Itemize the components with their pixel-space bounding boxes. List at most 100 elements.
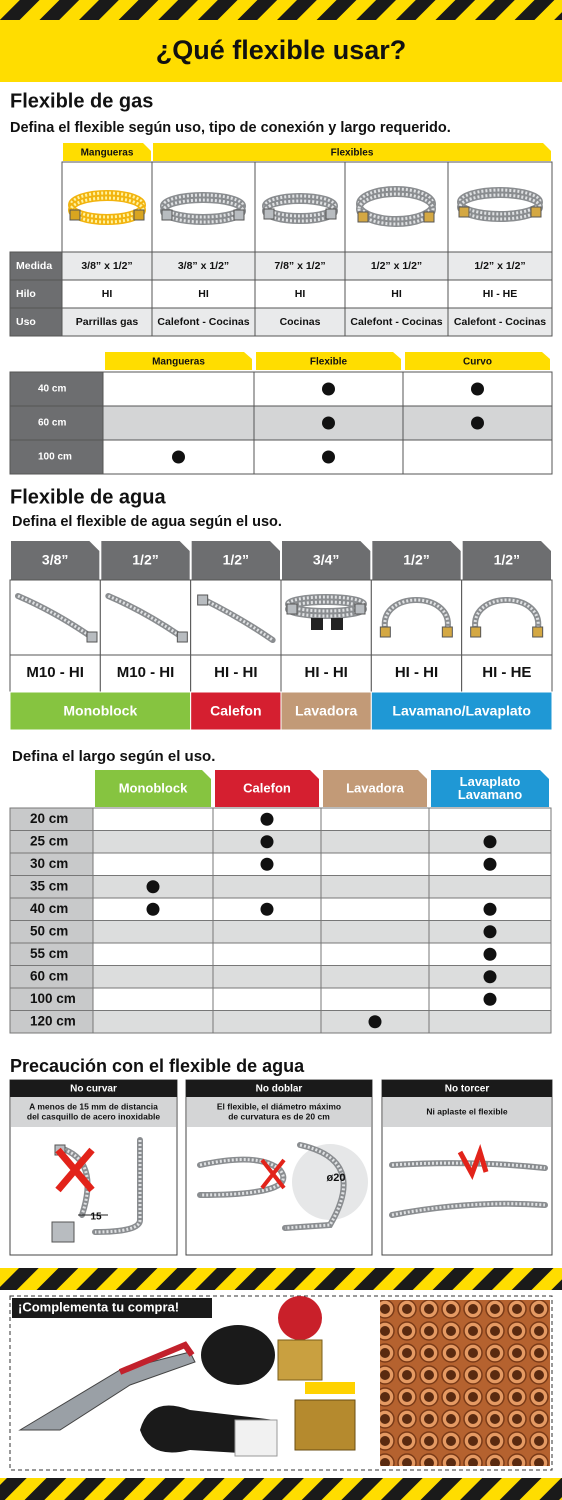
cell-text: Calefont - Cocinas <box>157 316 249 328</box>
row-label: 100 cm <box>30 991 76 1006</box>
table-cell <box>212 1010 322 1034</box>
hose-braid <box>391 1202 546 1217</box>
promo-title: ¡Complementa tu compra! <box>18 1299 179 1314</box>
connection-label: HI - HI <box>214 664 257 681</box>
column-label: Calefon <box>243 780 291 795</box>
table-cell <box>92 1010 214 1034</box>
row-label: 50 cm <box>30 923 68 938</box>
table-cell <box>402 439 553 475</box>
column-label: Curvo <box>463 357 492 368</box>
dot <box>172 450 185 464</box>
table-cell <box>344 307 449 337</box>
column-tab <box>215 770 319 807</box>
use-cell <box>370 691 553 731</box>
column-tab <box>405 352 550 370</box>
dot <box>146 902 160 916</box>
red-x <box>260 1158 286 1190</box>
hose-braid <box>458 193 542 221</box>
copper-pipes <box>380 1300 550 1466</box>
table-cell <box>447 279 553 309</box>
row-label: 35 cm <box>30 878 68 893</box>
use-label: Lavamano/Lavaplato <box>392 703 531 719</box>
column-label: Monoblock <box>119 780 188 795</box>
dimension-label: 15 <box>90 1212 102 1223</box>
table-cell <box>92 920 214 944</box>
hose-braid <box>284 1143 346 1230</box>
section-title: Flexible de agua <box>10 486 166 508</box>
dot <box>483 970 497 984</box>
fitting <box>331 618 343 630</box>
table-cell <box>212 965 322 989</box>
image-cell <box>61 161 153 253</box>
row-label: 60 cm <box>38 418 66 429</box>
dot <box>483 857 497 871</box>
hose-braid <box>473 598 540 631</box>
group-label: Mangueras <box>81 148 134 159</box>
size-tab <box>191 541 280 580</box>
table-cell <box>212 942 322 966</box>
table-cell <box>92 830 214 854</box>
cell-text: 3/8” x 1/2” <box>178 260 229 272</box>
row-label: 25 cm <box>30 833 68 848</box>
table-cell <box>428 875 552 899</box>
connection-label: HI - HI <box>304 664 347 681</box>
row-label-cell <box>9 307 63 337</box>
hose-braid <box>94 1140 142 1234</box>
connection-label: M10 - HI <box>26 664 84 681</box>
panel-text: de curvatura es de 20 cm <box>228 1111 330 1121</box>
column-tab <box>95 770 211 807</box>
fitting <box>379 626 391 638</box>
table-cell <box>320 807 430 831</box>
section-subtitle: Defina el largo según el uso. <box>12 748 215 765</box>
cell-text: HI <box>295 288 306 300</box>
use-label: Calefon <box>210 703 261 719</box>
hose-braid <box>357 192 435 226</box>
hose-braid <box>199 1158 285 1197</box>
panel-note <box>11 1097 176 1127</box>
dimension-label: ø20 <box>327 1172 346 1184</box>
fitting <box>423 211 435 223</box>
size-label: 1/2” <box>223 552 249 568</box>
hazard-stripes <box>0 1268 562 1290</box>
column-label: Lavaplato <box>460 774 521 789</box>
hose-braid <box>17 594 91 638</box>
table-cell <box>92 852 214 876</box>
column-label: Lavadora <box>346 780 405 795</box>
table-cell <box>151 307 256 337</box>
fitting <box>161 209 173 221</box>
table-cell <box>212 920 322 944</box>
dot <box>260 857 274 871</box>
cutter-knob <box>234 1419 278 1457</box>
section-subtitle: Defina el flexible de agua según el uso. <box>12 514 282 530</box>
connection-cell <box>99 654 192 693</box>
ball-valve <box>294 1399 356 1451</box>
size-tab <box>462 541 551 580</box>
section-title: Precaución con el flexible de agua <box>10 1056 305 1076</box>
fitting <box>286 603 298 615</box>
table-cell <box>151 251 256 281</box>
group-tab <box>63 143 151 161</box>
table-cell <box>212 875 322 899</box>
panel-text: Ni aplaste el flexible <box>426 1106 508 1116</box>
column-label: Mangueras <box>152 357 205 368</box>
connection-label: M10 - HI <box>117 664 175 681</box>
fitting <box>354 603 366 615</box>
fitting <box>86 631 98 643</box>
column-tab <box>323 770 427 807</box>
dot <box>146 880 160 894</box>
table-cell <box>320 830 430 854</box>
row-label: 30 cm <box>30 856 68 871</box>
table-cell <box>320 987 430 1011</box>
dot <box>483 835 497 849</box>
panel-header <box>382 1080 552 1097</box>
fitting <box>532 626 544 638</box>
panel-text: del casquillo de acero inoxidable <box>27 1111 160 1121</box>
table-cell <box>61 307 153 337</box>
column-tab <box>256 352 401 370</box>
table-cell <box>151 279 256 309</box>
fitting <box>233 209 245 221</box>
panel-header <box>186 1080 372 1097</box>
group-label: Flexibles <box>331 148 374 159</box>
group-tab <box>153 143 551 161</box>
